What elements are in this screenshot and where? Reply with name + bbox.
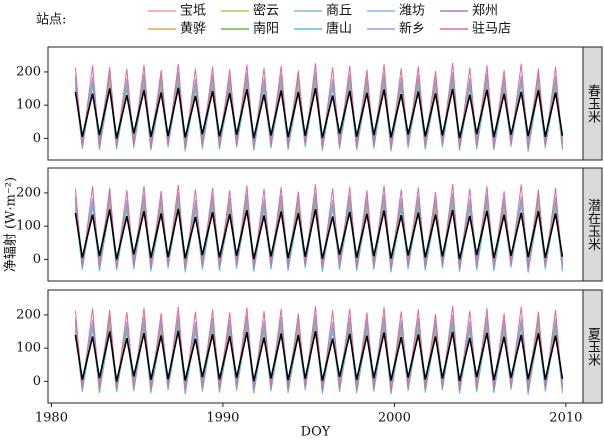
y-tick-label: 0 — [33, 131, 41, 146]
series-group — [74, 62, 564, 152]
strip — [582, 289, 603, 404]
y-tick-label: 0 — [33, 252, 41, 267]
y-tick-label: 0 — [33, 374, 41, 389]
legend-label: 密云 — [253, 3, 279, 19]
legend-label: 宝坻 — [180, 3, 206, 19]
strip-label: 潜在玉米 — [585, 199, 601, 251]
legend-label: 驻马店 — [472, 22, 511, 37]
y-tick-label: 200 — [16, 185, 41, 200]
series-line — [74, 183, 563, 270]
y-axis-label: 净辐射 (W·m⁻²) — [3, 177, 19, 272]
legend-label: 新乡 — [399, 21, 425, 37]
y-tick-label: 200 — [16, 64, 41, 79]
x-tick-label: 2010 — [549, 411, 582, 426]
legend-label: 潍坊 — [399, 4, 425, 19]
series-line — [74, 305, 563, 392]
series-line — [74, 208, 564, 260]
legend-label: 黄骅 — [180, 22, 206, 37]
series-group — [74, 305, 564, 395]
legend-label: 商丘 — [326, 4, 352, 19]
panel: 春玉米 0 100 200 — [16, 46, 603, 161]
y-tick-label: 100 — [16, 98, 41, 113]
legend-label: 唐山 — [326, 21, 352, 37]
x-tick-label: 1980 — [35, 411, 68, 426]
y-tick-label: 100 — [16, 341, 41, 356]
strip — [582, 167, 603, 282]
y-tick-label: 200 — [16, 307, 41, 322]
legend-label: 南阳 — [253, 21, 279, 37]
series-line — [74, 330, 564, 382]
strip-label: 夏玉米 — [585, 327, 601, 366]
strip — [582, 46, 603, 161]
y-tick-label: 100 — [16, 219, 41, 234]
x-tick-label: 1990 — [206, 411, 239, 426]
x-axis-label: DOY — [301, 425, 331, 440]
strip-label: 春玉米 — [585, 84, 601, 123]
panel: 夏玉米 0 100 200 1980 1990 2000 2010 DOY — [16, 289, 603, 440]
legend-title: 站点: — [36, 13, 66, 28]
series-group — [74, 183, 564, 273]
series-line — [74, 62, 563, 149]
legend-label: 郑州 — [472, 4, 498, 19]
x-tick-label: 2000 — [378, 411, 411, 426]
series-line — [74, 87, 564, 139]
